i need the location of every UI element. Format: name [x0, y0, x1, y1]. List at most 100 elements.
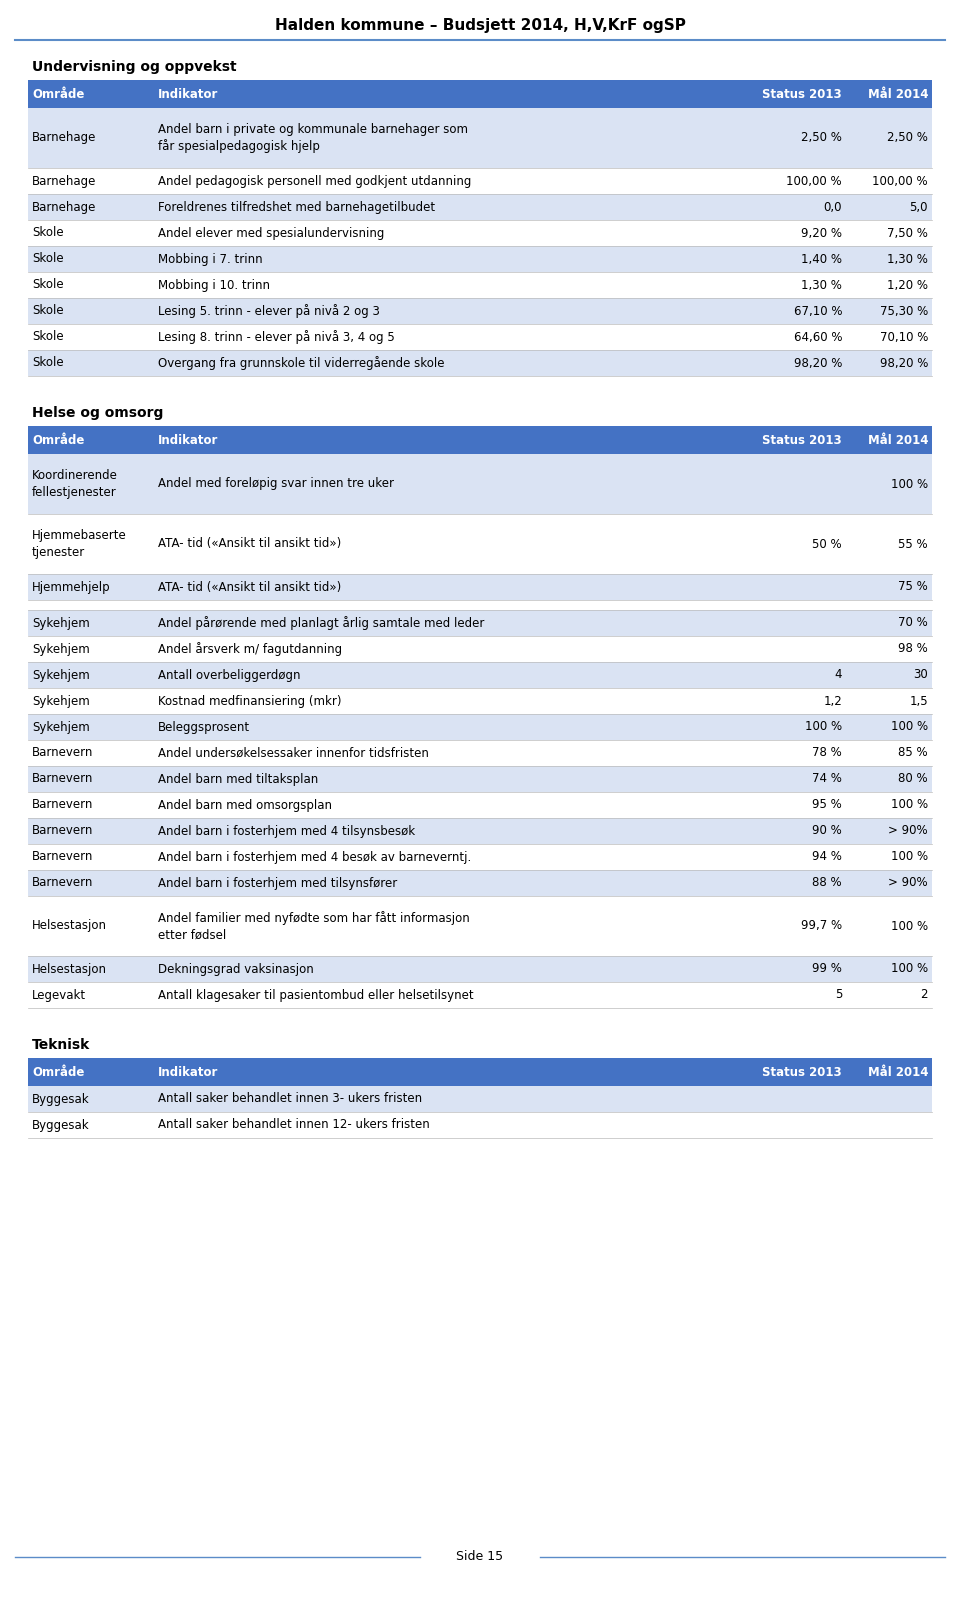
- Bar: [28, 739, 932, 767]
- Bar: [28, 896, 932, 957]
- Bar: [28, 600, 932, 610]
- Text: 100 %: 100 %: [804, 720, 842, 733]
- Text: 2: 2: [921, 989, 928, 1001]
- Bar: [28, 1057, 932, 1086]
- Text: 80 %: 80 %: [899, 773, 928, 786]
- Text: 2,50 %: 2,50 %: [887, 131, 928, 144]
- Text: Mobbing i 7. trinn: Mobbing i 7. trinn: [158, 252, 263, 265]
- Text: Område: Område: [32, 88, 84, 101]
- Text: ATA- tid («Ansikt til ansikt tid»): ATA- tid («Ansikt til ansikt tid»): [158, 538, 341, 551]
- Text: 85 %: 85 %: [899, 746, 928, 760]
- Text: 100 %: 100 %: [891, 963, 928, 976]
- Text: 70,10 %: 70,10 %: [879, 331, 928, 343]
- Bar: [28, 818, 932, 843]
- Bar: [28, 80, 932, 109]
- Bar: [28, 426, 932, 454]
- Text: Barnehage: Barnehage: [32, 131, 96, 144]
- Text: Sykehjem: Sykehjem: [32, 616, 89, 629]
- Text: Legevakt: Legevakt: [32, 989, 86, 1001]
- Text: Skole: Skole: [32, 278, 63, 292]
- Text: 99 %: 99 %: [812, 963, 842, 976]
- Text: Andel barn i private og kommunale barnehager som
får spesialpedagogisk hjelp: Andel barn i private og kommunale barneh…: [158, 123, 468, 153]
- Text: Sykehjem: Sykehjem: [32, 695, 89, 707]
- Text: Antall overbeliggerdøgn: Antall overbeliggerdøgn: [158, 669, 300, 682]
- Text: 100 %: 100 %: [891, 851, 928, 864]
- Text: Koordinerende
fellestjenester: Koordinerende fellestjenester: [32, 470, 118, 498]
- Bar: [28, 193, 932, 220]
- Text: Beleggsprosent: Beleggsprosent: [158, 720, 251, 733]
- Text: Lesing 5. trinn - elever på nivå 2 og 3: Lesing 5. trinn - elever på nivå 2 og 3: [158, 303, 380, 318]
- Text: Helsestasjon: Helsestasjon: [32, 963, 107, 976]
- Text: 64,60 %: 64,60 %: [794, 331, 842, 343]
- Bar: [28, 299, 932, 324]
- Text: 90 %: 90 %: [812, 824, 842, 837]
- Text: 7,50 %: 7,50 %: [887, 227, 928, 240]
- Text: Side 15: Side 15: [456, 1551, 504, 1563]
- Text: Andel barn med omsorgsplan: Andel barn med omsorgsplan: [158, 798, 332, 811]
- Text: Hjemmehjelp: Hjemmehjelp: [32, 580, 110, 594]
- Text: Andel pårørende med planlagt årlig samtale med leder: Andel pårørende med planlagt årlig samta…: [158, 616, 485, 629]
- Bar: [28, 767, 932, 792]
- Text: 5,0: 5,0: [909, 201, 928, 214]
- Text: 75,30 %: 75,30 %: [879, 305, 928, 318]
- Text: Helsestasjon: Helsestasjon: [32, 920, 107, 933]
- Text: Barnevern: Barnevern: [32, 877, 93, 890]
- Text: 100 %: 100 %: [891, 798, 928, 811]
- Bar: [28, 350, 932, 375]
- Text: Skole: Skole: [32, 356, 63, 369]
- Bar: [28, 1086, 932, 1112]
- Text: Status 2013: Status 2013: [762, 1065, 842, 1078]
- Text: Sykehjem: Sykehjem: [32, 642, 89, 655]
- Text: Skole: Skole: [32, 227, 63, 240]
- Text: Barnehage: Barnehage: [32, 174, 96, 187]
- Text: Antall klagesaker til pasientombud eller helsetilsynet: Antall klagesaker til pasientombud eller…: [158, 989, 473, 1001]
- Bar: [28, 792, 932, 818]
- Text: > 90%: > 90%: [888, 824, 928, 837]
- Text: Barnevern: Barnevern: [32, 773, 93, 786]
- Bar: [28, 870, 932, 896]
- Bar: [28, 573, 932, 600]
- Text: 100,00 %: 100,00 %: [786, 174, 842, 187]
- Text: Andel undersøkelsessaker innenfor tidsfristen: Andel undersøkelsessaker innenfor tidsfr…: [158, 746, 429, 760]
- Text: Byggesak: Byggesak: [32, 1118, 89, 1132]
- Bar: [28, 636, 932, 663]
- Text: Halden kommune – Budsjett 2014, H,V,KrF ogSP: Halden kommune – Budsjett 2014, H,V,KrF …: [275, 18, 685, 34]
- Text: Status 2013: Status 2013: [762, 433, 842, 447]
- Text: 100 %: 100 %: [891, 720, 928, 733]
- Bar: [28, 324, 932, 350]
- Text: ATA- tid («Ansikt til ansikt tid»): ATA- tid («Ansikt til ansikt tid»): [158, 580, 341, 594]
- Text: Undervisning og oppvekst: Undervisning og oppvekst: [32, 61, 236, 73]
- Text: Område: Område: [32, 433, 84, 447]
- Text: Indikator: Indikator: [158, 88, 218, 101]
- Text: 0,0: 0,0: [824, 201, 842, 214]
- Text: Andel barn i fosterhjem med 4 besøk av barneverntj.: Andel barn i fosterhjem med 4 besøk av b…: [158, 851, 471, 864]
- Text: 88 %: 88 %: [812, 877, 842, 890]
- Text: Helse og omsorg: Helse og omsorg: [32, 406, 163, 420]
- Text: Sykehjem: Sykehjem: [32, 720, 89, 733]
- Text: Teknisk: Teknisk: [32, 1038, 90, 1052]
- Bar: [28, 982, 932, 1008]
- Text: Andel barn i fosterhjem med tilsynsfører: Andel barn i fosterhjem med tilsynsfører: [158, 877, 397, 890]
- Text: Barnevern: Barnevern: [32, 824, 93, 837]
- Text: 4: 4: [834, 669, 842, 682]
- Text: 67,10 %: 67,10 %: [794, 305, 842, 318]
- Text: 50 %: 50 %: [812, 538, 842, 551]
- Bar: [28, 610, 932, 636]
- Bar: [28, 957, 932, 982]
- Text: Andel barn i fosterhjem med 4 tilsynsbesøk: Andel barn i fosterhjem med 4 tilsynsbes…: [158, 824, 415, 837]
- Text: Skole: Skole: [32, 331, 63, 343]
- Text: 95 %: 95 %: [812, 798, 842, 811]
- Text: Andel årsverk m/ fagutdanning: Andel årsverk m/ fagutdanning: [158, 642, 342, 656]
- Text: Indikator: Indikator: [158, 1065, 218, 1078]
- Text: Barnevern: Barnevern: [32, 851, 93, 864]
- Text: 98,20 %: 98,20 %: [794, 356, 842, 369]
- Text: 100 %: 100 %: [891, 478, 928, 490]
- Bar: [28, 220, 932, 246]
- Text: Hjemmebaserte
tjenester: Hjemmebaserte tjenester: [32, 529, 127, 559]
- Bar: [28, 1112, 932, 1139]
- Text: 9,20 %: 9,20 %: [801, 227, 842, 240]
- Text: 5: 5: [834, 989, 842, 1001]
- Text: Antall saker behandlet innen 12- ukers fristen: Antall saker behandlet innen 12- ukers f…: [158, 1118, 430, 1132]
- Text: Område: Område: [32, 1065, 84, 1078]
- Text: Dekningsgrad vaksinasjon: Dekningsgrad vaksinasjon: [158, 963, 314, 976]
